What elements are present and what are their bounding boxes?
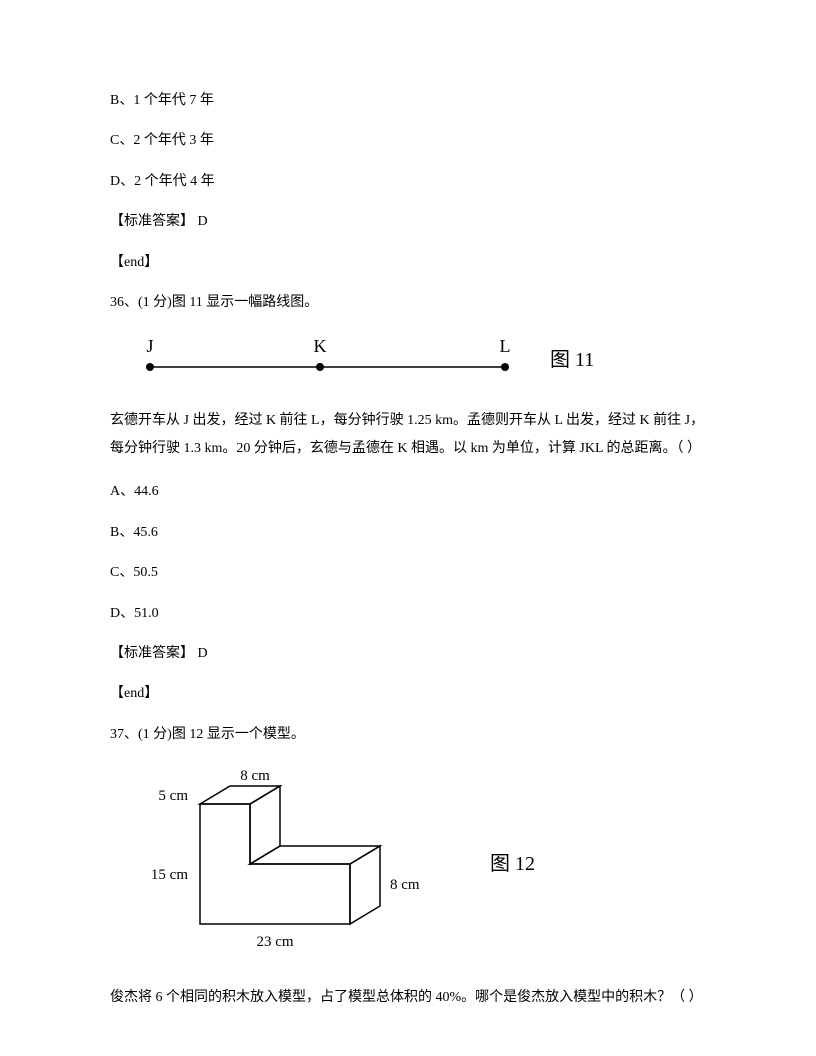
fig12-dim-8cm-top: 8 cm <box>240 768 270 784</box>
q37-intro: 37、(1 分)图 12 显示一个模型。 <box>110 724 706 746</box>
figure-12-caption: 图 12 <box>490 848 535 880</box>
q36-end: 【end】 <box>110 683 706 705</box>
figure-12-svg: 5 cm 8 cm 15 cm 8 cm 23 cm <box>110 764 470 964</box>
figure-11: J K L 图 11 <box>110 332 706 387</box>
q35-option-d: D、2 个年代 4 年 <box>110 171 706 193</box>
fig11-label-j: J <box>146 336 153 356</box>
fig12-dim-15cm: 15 cm <box>151 867 188 883</box>
q35-answer: 【标准答案】 D <box>110 211 706 233</box>
q36-body: 玄德开车从 J 出发，经过 K 前往 L，每分钟行驶 1.25 km。孟德则开车… <box>110 407 706 463</box>
fig12-dim-23cm: 23 cm <box>256 934 293 950</box>
q35-option-b: B、1 个年代 7 年 <box>110 90 706 112</box>
q36-intro: 36、(1 分)图 11 显示一幅路线图。 <box>110 292 706 314</box>
q35-end: 【end】 <box>110 252 706 274</box>
q35-option-c: C、2 个年代 3 年 <box>110 130 706 152</box>
q36-answer: 【标准答案】 D <box>110 643 706 665</box>
q36-option-b: B、45.6 <box>110 522 706 544</box>
q36-option-c: C、50.5 <box>110 562 706 584</box>
q36-option-a: A、44.6 <box>110 481 706 503</box>
q36-option-d: D、51.0 <box>110 603 706 625</box>
fig11-label-k: K <box>314 336 327 356</box>
fig12-dim-5cm: 5 cm <box>158 788 188 804</box>
figure-12: 5 cm 8 cm 15 cm 8 cm 23 cm 图 12 <box>110 764 706 964</box>
fig12-dim-8cm-right: 8 cm <box>390 877 420 893</box>
figure-11-caption: 图 11 <box>550 344 594 376</box>
q37-body: 俊杰将 6 个相同的积木放入模型，占了模型总体积的 40%。哪个是俊杰放入模型中… <box>110 984 706 1012</box>
fig11-label-l: L <box>500 336 511 356</box>
figure-11-svg: J K L <box>110 332 530 387</box>
